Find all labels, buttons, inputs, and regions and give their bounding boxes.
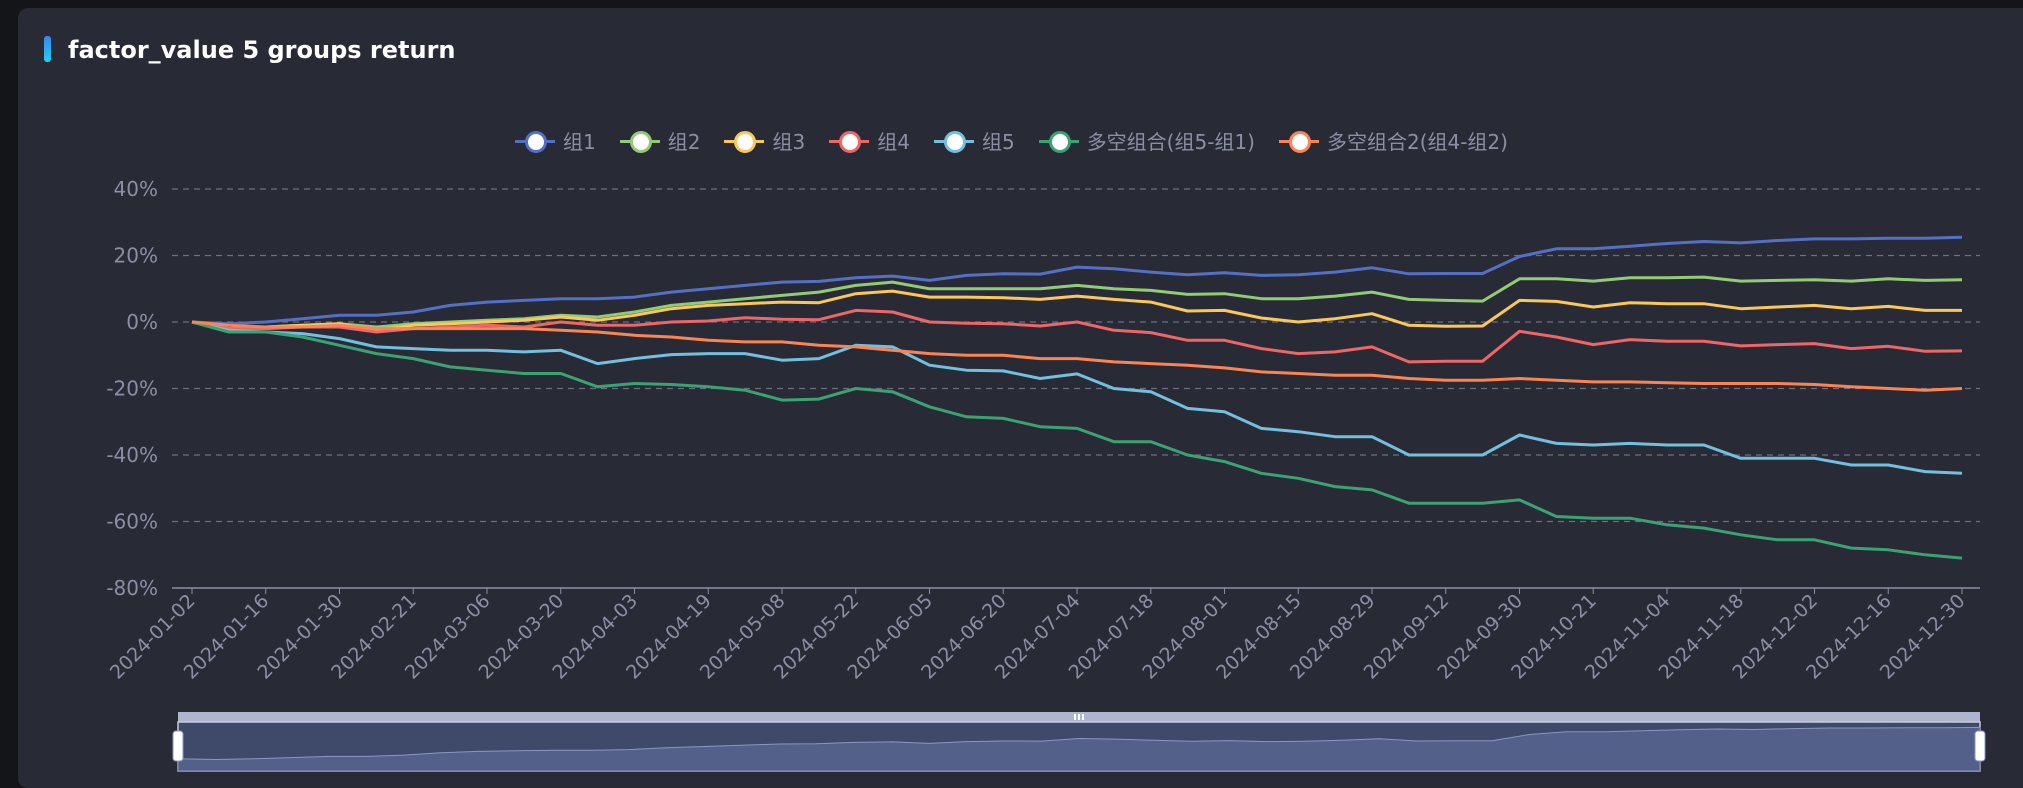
- legend-marker-icon: [1278, 129, 1319, 153]
- zoom-grip-icon[interactable]: [1078, 714, 1080, 720]
- legend-item[interactable]: 多空组合2(组4-组2): [1278, 126, 1508, 155]
- chart-panel: [18, 8, 2023, 788]
- series-line[interactable]: [191, 320, 1963, 392]
- legend-label: 组2: [667, 130, 701, 154]
- legend-item[interactable]: 组5: [933, 126, 1015, 155]
- legend-item[interactable]: 组3: [724, 126, 805, 155]
- series-line[interactable]: [191, 320, 1963, 475]
- legend-marker-icon: [933, 129, 974, 153]
- series-line[interactable]: [191, 235, 1963, 326]
- zoom-handle[interactable]: [1974, 730, 1986, 762]
- legend-item[interactable]: 组4: [829, 126, 910, 155]
- legend-item[interactable]: 组1: [515, 126, 596, 155]
- series-line[interactable]: [191, 308, 1963, 364]
- legend-marker-icon: [724, 129, 765, 153]
- y-tick-label: -80%: [106, 576, 158, 600]
- legend-label: 多空组合(组5-组1): [1086, 130, 1255, 154]
- chart-title: factor_value 5 groups return: [68, 36, 456, 64]
- legend-marker-icon: [1038, 129, 1079, 153]
- series-line[interactable]: [191, 289, 1962, 332]
- legend-label: 组1: [563, 130, 596, 154]
- title-accent-bar: [44, 36, 51, 62]
- legend-label: 组5: [981, 130, 1015, 154]
- y-tick-label: -20%: [106, 377, 158, 401]
- zoom-grip-icon[interactable]: [1082, 714, 1084, 720]
- y-tick-label: 20%: [114, 244, 158, 268]
- legend-label: 多空组合2(组4-组2): [1326, 130, 1508, 154]
- zoom-preview-area: [177, 726, 1981, 772]
- chart-legend: 组1 组2 组3 组4 组5 多空组合(组5-组1) 多空组合2(组4-组2): [0, 126, 2023, 155]
- legend-label: 组4: [877, 130, 910, 154]
- y-tick-label: -60%: [106, 510, 158, 534]
- legend-label: 组3: [772, 130, 806, 154]
- zoom-handle[interactable]: [172, 730, 184, 762]
- series-line[interactable]: [191, 275, 1963, 331]
- y-tick-label: 40%: [114, 177, 158, 201]
- legend-item[interactable]: 组2: [619, 126, 701, 155]
- legend-item[interactable]: 多空组合(组5-组1): [1038, 126, 1255, 155]
- y-tick-label: 0%: [126, 310, 158, 334]
- legend-marker-icon: [619, 129, 660, 153]
- y-tick-label: -40%: [106, 443, 158, 467]
- series-line[interactable]: [191, 320, 1963, 560]
- legend-marker-icon: [515, 129, 556, 153]
- zoom-grip-icon[interactable]: [1074, 714, 1076, 720]
- legend-marker-icon: [829, 129, 870, 153]
